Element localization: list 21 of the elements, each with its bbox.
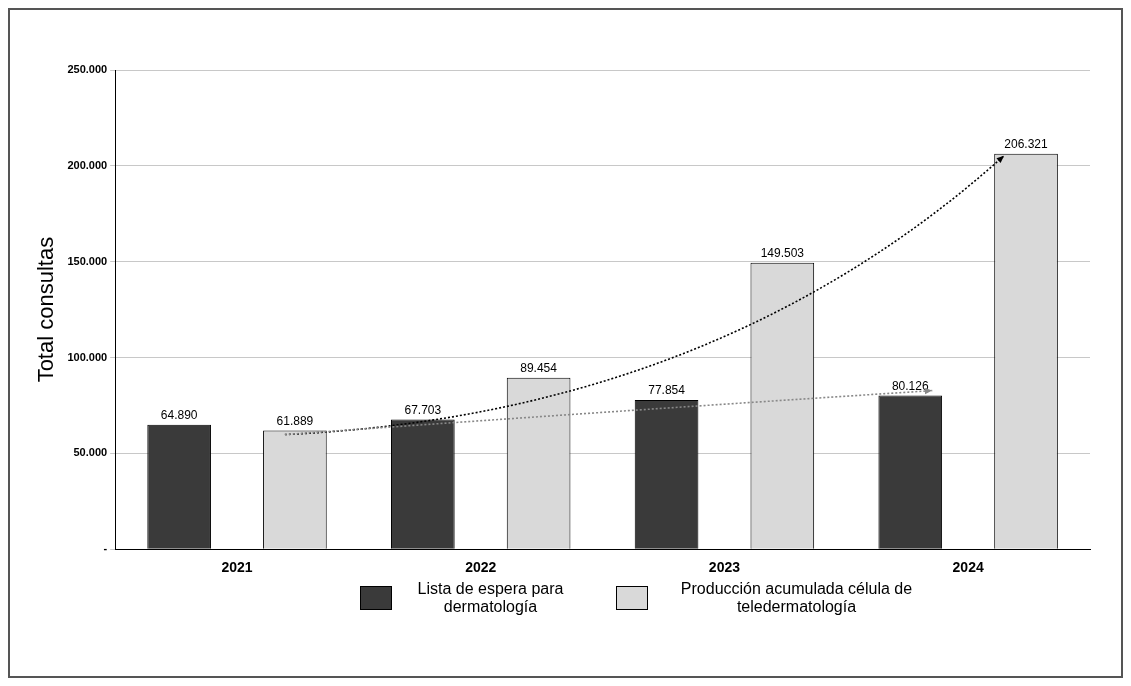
y-tick-label: 150.000 bbox=[67, 254, 108, 267]
y-tick-label: 250.000 bbox=[67, 63, 108, 76]
data-label: 64.890 bbox=[160, 408, 198, 423]
y-tick-label: 50.000 bbox=[73, 446, 108, 459]
x-tick-label: 2024 bbox=[952, 559, 984, 576]
y-tick-label: 200.000 bbox=[67, 158, 108, 171]
y-axis-title: Total consultas bbox=[33, 236, 59, 383]
x-tick-label: 2022 bbox=[465, 559, 497, 576]
legend-label: Producción acumulada célula de teledermatología bbox=[679, 580, 914, 616]
y-tick-label: 100.000 bbox=[67, 350, 108, 363]
data-label: 77.854 bbox=[648, 383, 686, 398]
data-label: 206.321 bbox=[1004, 137, 1049, 152]
x-tick-label: 2021 bbox=[221, 559, 253, 576]
legend-label: Lista de espera para dermatología bbox=[416, 580, 565, 616]
data-label: 149.503 bbox=[760, 245, 805, 260]
y-tick-label: - bbox=[103, 542, 108, 555]
data-label: 89.454 bbox=[520, 361, 558, 376]
data-label: 67.703 bbox=[404, 402, 442, 417]
data-label: 61.889 bbox=[276, 413, 314, 428]
x-tick-label: 2023 bbox=[708, 559, 741, 576]
data-label: 80.126 bbox=[891, 378, 929, 393]
